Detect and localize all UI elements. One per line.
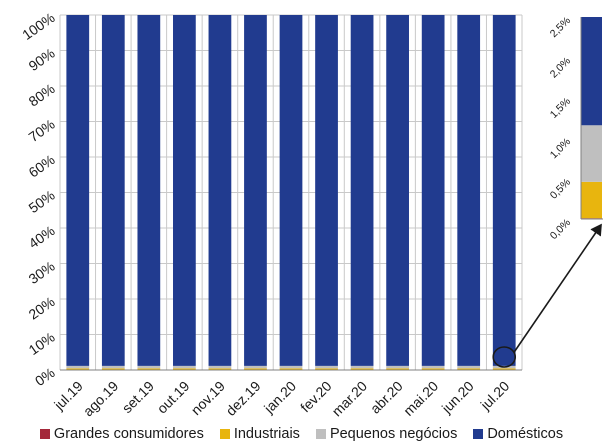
y-tick-label: 50% <box>26 187 58 216</box>
stacked-bar-chart: 0%10%20%30%40%50%60%70%80%90%100%jul.19a… <box>19 9 603 420</box>
x-tick-label: abr.20 <box>367 378 406 417</box>
bar-segment-pequenos-negocios <box>350 365 374 369</box>
bar-segment-pequenos-negocios <box>208 365 232 369</box>
y-tick-label: 80% <box>26 80 58 109</box>
inset-y-tick-label: 1,0% <box>548 136 573 161</box>
bar-segment-pequenos-negocios <box>457 365 481 369</box>
y-tick-label: 40% <box>26 222 58 251</box>
legend-label-pequenos-negocios: Pequenos negócios <box>329 425 458 442</box>
x-tick-label: jul.20 <box>477 378 513 414</box>
inset-bar-segment-domesticos <box>581 17 602 126</box>
bar-segment-domesticos <box>173 15 196 366</box>
bar-segment-domesticos <box>66 15 90 366</box>
bar-segment-pequenos-negocios <box>279 365 303 369</box>
legend-label-domesticos: Domésticos <box>487 425 564 442</box>
bar-segment-industriais <box>101 368 125 370</box>
inset-y-tick-label: 0,5% <box>548 176 573 201</box>
y-tick-label: 60% <box>26 151 58 180</box>
legend-swatch-pequenos-negocios <box>315 428 326 439</box>
bar-segment-domesticos <box>244 15 267 366</box>
bar-segment-domesticos <box>137 15 161 366</box>
y-tick-label: 30% <box>26 258 58 287</box>
bar-segment-domesticos <box>492 15 516 366</box>
legend-item-industriais: Industriais <box>219 425 300 442</box>
bar-segment-industriais <box>66 368 90 370</box>
bar-segment-domesticos <box>101 15 125 366</box>
y-tick-label: 70% <box>26 116 58 145</box>
bar-segment-industriais <box>350 368 374 370</box>
bar-segment-pequenos-negocios <box>315 365 338 369</box>
y-tick-label: 20% <box>26 293 58 322</box>
bar-segment-domesticos <box>208 15 232 366</box>
bar-segment-pequenos-negocios <box>66 365 90 369</box>
x-tick-label: nov.19 <box>188 378 228 418</box>
inset-bar <box>581 17 602 219</box>
bar-segment-industriais <box>244 368 267 370</box>
legend-label-grandes-consumidores: Grandes consumidores <box>53 425 204 442</box>
x-tick-label: jan.20 <box>260 378 299 417</box>
bar-segment-domesticos <box>386 15 409 366</box>
bar-segment-pequenos-negocios <box>386 365 409 369</box>
x-tick-label: out.19 <box>154 378 193 417</box>
bar-segment-industriais <box>137 368 161 370</box>
y-tick-label: 10% <box>26 329 58 358</box>
x-tick-label: set.19 <box>119 378 157 416</box>
x-tick-label: ago.19 <box>80 378 122 420</box>
inset-y-tick-label: 1,5% <box>548 95 573 120</box>
legend-item-pequenos-negocios: Pequenos negócios <box>315 425 458 442</box>
bar-segment-industriais <box>173 368 196 370</box>
bar-segment-industriais <box>421 368 445 370</box>
inset-y-tick-label: 0,0% <box>548 217 573 242</box>
bar-segment-pequenos-negocios <box>101 365 125 369</box>
y-tick-label: 100% <box>19 9 58 43</box>
y-tick-label: 90% <box>26 45 58 74</box>
inset-y-tick-label: 2,0% <box>548 55 573 80</box>
bar-segment-domesticos <box>315 15 338 366</box>
bar-segment-industriais <box>208 368 232 370</box>
legend-item-domesticos: Domésticos <box>473 426 563 442</box>
bar-segment-pequenos-negocios <box>244 365 267 369</box>
bar-segment-domesticos <box>457 15 481 366</box>
zoom-circle <box>492 346 517 368</box>
legend-swatch-domesticos <box>473 428 484 439</box>
x-tick-label: mai.20 <box>400 378 441 419</box>
bar-segment-industriais <box>492 368 516 370</box>
bar-segment-domesticos <box>279 15 303 366</box>
legend-swatch-grandes-consumidores <box>39 428 50 439</box>
bar-segment-pequenos-negocios <box>137 365 161 369</box>
inset-y-tick-label: 2,5% <box>548 15 573 40</box>
bar-segment-industriais <box>457 368 481 370</box>
bar-segment-industriais <box>315 368 338 370</box>
bar-segment-industriais <box>279 368 303 370</box>
bar-segment-domesticos <box>350 15 374 366</box>
legend-label-industriais: Industriais <box>233 425 300 442</box>
x-tick-label: dez.19 <box>223 378 264 419</box>
legend-swatch-industriais <box>219 428 230 439</box>
legend-item-grandes-consumidores: Grandes consumidores <box>39 425 204 442</box>
x-tick-label: jun.20 <box>438 378 477 417</box>
inset-bar-segment-industriais <box>581 181 602 219</box>
x-tick-label: mar.20 <box>329 378 371 420</box>
bar-segment-pequenos-negocios <box>173 365 196 369</box>
legend: Grandes consumidores Industriais Pequeno… <box>0 424 603 443</box>
inset-bar-segment-pequenos-negocios <box>581 125 602 182</box>
bar-segment-industriais <box>386 368 409 370</box>
bar-segment-pequenos-negocios <box>421 365 445 369</box>
zoom-arrow <box>513 223 602 353</box>
y-tick-label: 0% <box>32 364 58 389</box>
bar-segment-domesticos <box>421 15 445 366</box>
